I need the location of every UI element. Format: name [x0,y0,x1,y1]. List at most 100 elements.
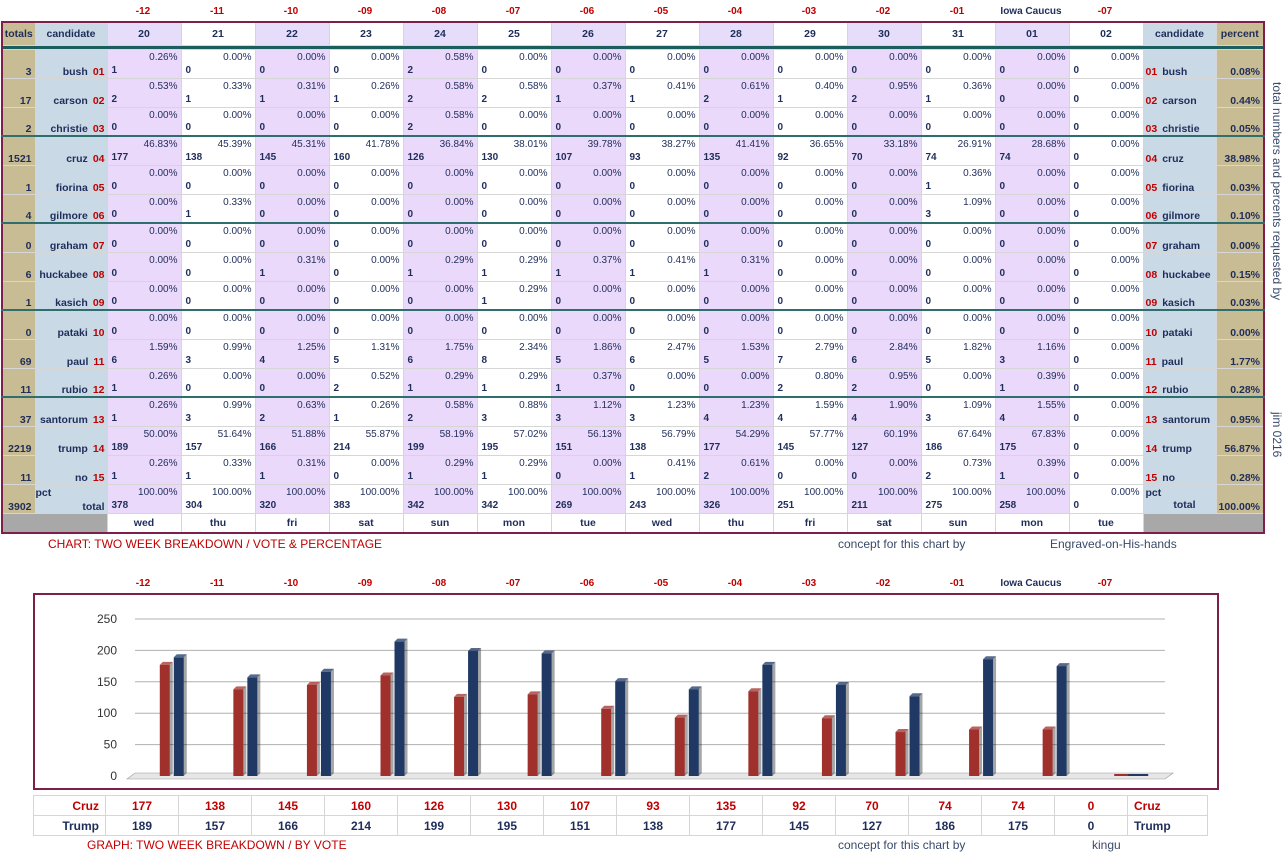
cell-percent: 1.75% [445,341,474,353]
cell-votes: 1 [407,383,414,394]
cell-votes: 0 [407,180,414,192]
vote-cell: 0.00% 0 [254,367,330,398]
cell-votes: 1 [111,412,118,424]
cell-percent: 0.00% [741,51,770,63]
series-value: 74 [981,795,1055,816]
row-total: 37 [1,396,36,427]
vote-cell: 0.00% 0 [106,309,182,340]
vote-cell: 45.31% 145 [254,135,330,166]
cell-votes: 0 [925,325,932,337]
cell-percent: 0.00% [519,109,548,121]
vote-cell: 0.00% 0 [846,222,922,253]
vote-cell: 0.00% 0 [476,48,552,79]
vote-cell: 0.00% 0 [550,106,626,137]
cell-votes: 0 [925,122,932,133]
cell-percent: 1.12% [593,400,622,411]
vote-cell: 0.00% 0 [180,280,256,311]
vote-cell: 1.82% 5 [920,338,996,369]
cell-percent: 0.00% [1111,254,1140,266]
cell-percent: 0.00% [741,226,770,237]
cell-percent: 33.18% [883,139,918,150]
series-value: 189 [105,815,179,836]
cell-votes: 0 [481,180,488,192]
vote-cell: 45.39% 138 [180,135,256,166]
cell-votes: 0 [703,180,710,192]
cell-percent: 0.33% [223,196,252,208]
vote-cell: 0.33% 1 [180,77,256,108]
graph-caption: GRAPH: TWO WEEK BREAKDOWN / BY VOTE [87,838,347,852]
cell-votes: 0 [1073,93,1080,105]
vote-cell: 51.64% 157 [180,425,256,456]
vote-cell: 0.00% 0 [1068,280,1144,311]
vote-cell: 0.33% 1 [180,193,256,224]
vote-cell: 0.00% 0 [106,251,182,282]
vote-cell: 38.01% 130 [476,135,552,166]
cell-percent: 0.53% [149,80,178,92]
cell-votes: 0 [777,209,784,220]
vote-cell: 0.61% 2 [698,77,774,108]
cell-votes: 74 [999,151,1011,163]
vote-cell: 0.00% 0 [698,280,774,311]
cell-votes: 0 [333,470,340,482]
cell-votes: 0 [629,122,636,133]
vote-cell: 0.00% 0 [994,77,1070,108]
vote-cell: 0.00% 0 [920,106,996,137]
vote-cell: 0.00% 0 [476,193,552,224]
candidate-name-right: trump [1162,442,1192,455]
row-percent: 0.00% [1215,309,1265,340]
weekday-label: wed [106,512,182,534]
row-total: 11 [1,454,36,485]
trump-bar [762,664,773,776]
cell-votes: 4 [999,412,1006,424]
vote-cell: 2.79% 7 [772,338,848,369]
cell-votes: 195 [481,441,499,453]
candidate-name: no [74,471,88,484]
header-date: 23 [328,21,404,46]
candidate-name: huckabee [39,268,88,281]
series-value: 177 [105,795,179,816]
vote-cell: 1.90% 4 [846,396,922,427]
cell-percent: 0.00% [667,167,696,179]
cell-votes: 0 [629,383,636,394]
row-total: 3902 [1,483,36,514]
cell-percent: 0.00% [149,254,178,266]
cell-percent: 0.00% [445,283,474,295]
row-candidate: graham 07 [34,222,108,253]
vote-cell: 0.00% 0 [772,164,848,195]
cell-percent: 0.00% [297,109,326,121]
cell-votes: 0 [1073,412,1080,424]
cell-votes: 0 [111,296,118,307]
cell-percent: 0.00% [297,313,326,324]
cell-votes: 0 [1073,499,1080,511]
cell-votes: 0 [1073,325,1080,337]
vote-bar-chart: 0 50 100 150 200 250 [33,593,1219,790]
trump-bar-top [762,661,776,665]
chart-caption: CHART: TWO WEEK BREAKDOWN / VOTE & PERCE… [48,537,383,551]
row-total: 0 [1,222,36,253]
vote-cell: 51.88% 166 [254,425,330,456]
cell-percent: 0.00% [1111,283,1140,295]
day-offset-label: -07 [1097,6,1113,17]
cell-percent: 0.58% [445,400,474,411]
candidate-number: 06 [92,210,105,222]
y-tick-label: 50 [104,738,118,752]
weekday-spacer [1,512,108,534]
row-percent: 0.00% [1215,222,1265,253]
candidate-number: 04 [92,152,105,165]
cell-votes: 0 [851,180,858,192]
vote-cell: 1.23% 4 [698,396,774,427]
row-total: 1 [1,280,36,311]
vote-cell: 50.00% 189 [106,425,182,456]
cell-votes: 0 [629,325,636,337]
vote-cell: 0.00% 0 [624,106,700,137]
cell-votes: 0 [629,238,636,250]
row-candidate-right: 11 paul [1142,338,1217,369]
day-offset-label: -09 [357,578,373,589]
cell-percent: 0.00% [741,167,770,179]
cruz-bar [674,717,685,776]
candidate-name-right: gilmore [1162,210,1201,222]
cell-votes: 1 [185,209,192,220]
vote-cell: 0.00% 0 [476,309,552,340]
cell-votes: 2 [851,93,858,105]
cell-votes: 127 [851,441,869,453]
